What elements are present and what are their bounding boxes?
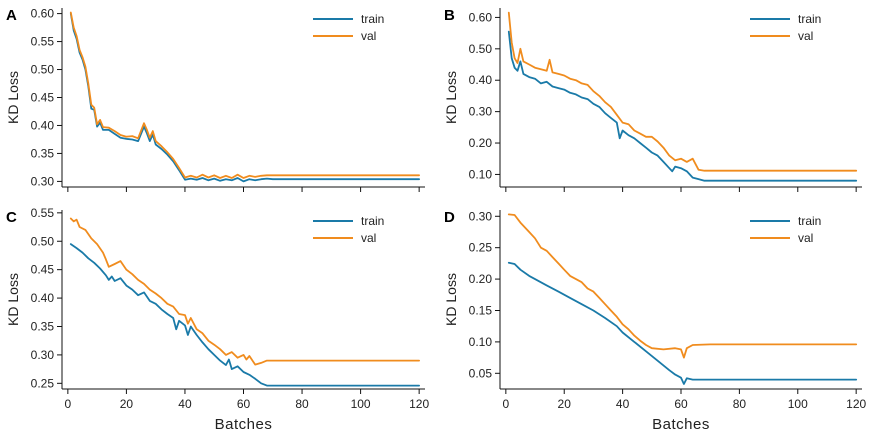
y-tick-label: 0.15 [469, 303, 493, 317]
series-line-val [69, 11, 420, 179]
x-tick-label: 0 [65, 397, 72, 411]
y-axis-label: KD Loss [443, 71, 459, 124]
x-tick-label: 100 [788, 397, 808, 411]
panel-letter: A [6, 7, 17, 24]
x-tick-label: 60 [674, 397, 688, 411]
legend-label-train: train [361, 214, 384, 228]
legend-label-train: train [361, 12, 384, 26]
x-tick-label: 120 [846, 397, 866, 411]
y-axis-label: KD Loss [5, 71, 21, 124]
x-tick-label: 100 [351, 397, 371, 411]
y-tick-label: 0.50 [31, 234, 55, 248]
y-tick-label: 0.10 [469, 335, 493, 349]
panel-b: B KD Loss 0.10 0.20 0.30 0.40 0.50 0.60 train val [443, 7, 862, 192]
panel-letter: C [6, 209, 17, 226]
y-tick-label: 0.40 [31, 291, 55, 305]
panel-letter: B [444, 7, 455, 24]
legend-label-train: train [798, 214, 821, 228]
y-tick-label: 0.25 [469, 241, 493, 255]
y-tick-label: 0.30 [469, 209, 493, 223]
y-axis-label: KD Loss [443, 273, 459, 326]
panel-letter: D [444, 209, 455, 226]
y-axis-label: KD Loss [5, 273, 21, 326]
y-tick-label: 0.20 [469, 272, 493, 286]
x-tick-label: 40 [616, 397, 630, 411]
y-tick-label: 0.30 [469, 105, 493, 119]
y-tick-label: 0.55 [31, 206, 55, 220]
x-tick-label: 80 [733, 397, 747, 411]
x-tick-label: 20 [120, 397, 134, 411]
x-axis-label: Batches [215, 416, 273, 433]
panel-a: A KD Loss 0.30 0.35 0.40 0.45 0.50 0.55 0.60 trai… [5, 7, 425, 192]
series-line-val [507, 11, 858, 172]
panel-c: C KD Loss 0.25 0.30 0.35 0.40 0.45 0.50 0.55 0 20 4… [5, 206, 429, 433]
series-line-val [69, 217, 420, 366]
y-tick-label: 0.10 [469, 167, 493, 181]
y-tick-label: 0.40 [31, 118, 55, 132]
y-tick-label: 0.35 [31, 146, 55, 160]
legend-label-val: val [361, 29, 376, 43]
x-tick-label: 80 [295, 397, 309, 411]
y-tick-label: 0.60 [31, 7, 55, 21]
y-tick-label: 0.25 [31, 376, 55, 390]
panel-d: D KD Loss 0.05 0.10 0.15 0.20 0.25 0.30 0 20 40 60 8… [443, 209, 866, 433]
x-tick-label: 0 [502, 397, 509, 411]
y-tick-label: 0.45 [31, 91, 55, 105]
y-tick-label: 0.20 [469, 136, 493, 150]
legend-label-val: val [798, 29, 813, 43]
y-tick-label: 0.40 [469, 73, 493, 87]
y-tick-label: 0.05 [469, 366, 493, 380]
x-tick-label: 40 [178, 397, 192, 411]
y-tick-label: 0.50 [31, 63, 55, 77]
legend-label-val: val [361, 231, 376, 245]
y-tick-label: 0.60 [469, 10, 493, 24]
x-tick-label: 60 [237, 397, 251, 411]
series-line-train [507, 261, 858, 385]
series-line-val [507, 213, 858, 359]
x-axis-label: Batches [652, 416, 710, 433]
series-line-train [507, 30, 858, 182]
legend-label-val: val [798, 231, 813, 245]
y-tick-label: 0.50 [469, 42, 493, 56]
series-line-train [69, 243, 420, 387]
y-tick-label: 0.35 [31, 319, 55, 333]
x-tick-label: 120 [409, 397, 429, 411]
y-tick-label: 0.30 [31, 174, 55, 188]
y-tick-label: 0.30 [31, 348, 55, 362]
legend-label-train: train [798, 12, 821, 26]
y-tick-label: 0.45 [31, 263, 55, 277]
x-tick-label: 20 [558, 397, 572, 411]
y-tick-label: 0.55 [31, 35, 55, 49]
